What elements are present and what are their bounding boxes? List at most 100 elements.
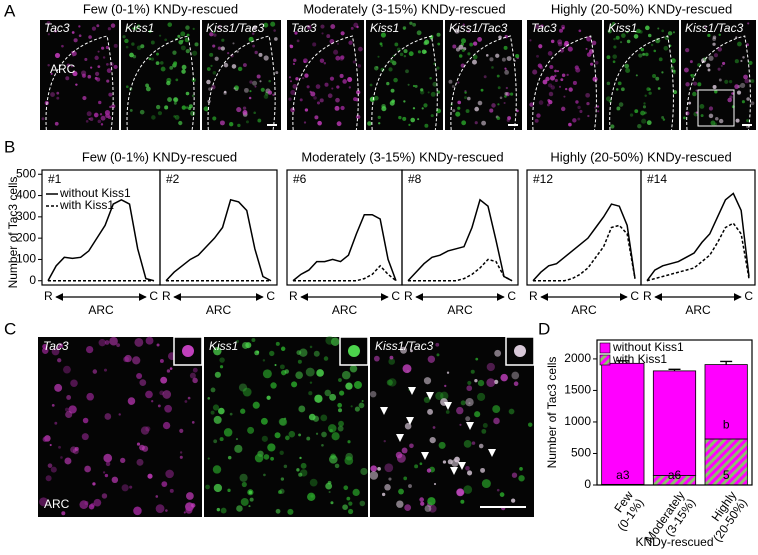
cell <box>352 60 356 64</box>
cell <box>330 337 340 346</box>
cell <box>456 406 464 415</box>
cell <box>467 380 472 385</box>
cell <box>303 58 308 64</box>
cell <box>331 87 334 90</box>
arc-outline <box>532 35 597 131</box>
cell <box>189 372 196 379</box>
cell <box>688 101 692 105</box>
cell <box>379 42 383 46</box>
cell <box>637 124 642 129</box>
cell <box>298 433 302 437</box>
cell <box>564 87 568 91</box>
cell <box>568 122 572 127</box>
cell <box>421 107 424 110</box>
cell <box>529 102 534 107</box>
cell <box>529 39 532 42</box>
cell <box>689 60 693 64</box>
cell <box>269 350 275 357</box>
cell <box>454 456 460 463</box>
inset-cell <box>514 345 526 357</box>
cell <box>54 29 57 33</box>
cell <box>708 106 714 111</box>
cell <box>64 407 69 412</box>
cell <box>408 51 414 57</box>
cell <box>78 25 81 28</box>
cell <box>452 44 457 49</box>
chart-title: #14 <box>647 172 667 186</box>
cell <box>104 473 109 478</box>
cell <box>557 39 563 45</box>
cell <box>378 122 381 125</box>
cell <box>161 481 168 488</box>
bar-label: a6 <box>668 468 682 482</box>
cell <box>236 505 243 512</box>
cell <box>735 36 738 39</box>
cell <box>234 444 243 453</box>
cell <box>303 121 307 124</box>
arrowhead <box>450 467 458 475</box>
cell <box>505 86 509 90</box>
cell <box>389 100 395 106</box>
cell <box>384 463 394 473</box>
cell <box>561 26 565 30</box>
cell <box>574 65 579 70</box>
cell <box>180 31 186 37</box>
cell <box>486 378 496 387</box>
cell <box>402 364 412 374</box>
cell <box>274 432 281 439</box>
y-tick-label: 1000 <box>564 414 591 428</box>
x-start-label: R <box>643 289 652 303</box>
cell <box>169 65 174 70</box>
cell <box>310 494 314 498</box>
cell <box>417 118 420 121</box>
cell <box>728 80 733 84</box>
cell <box>51 403 55 407</box>
cell <box>612 54 617 59</box>
cell <box>97 50 100 53</box>
cell <box>131 42 135 46</box>
cell <box>429 76 432 80</box>
cell <box>585 92 591 98</box>
cell <box>661 29 665 33</box>
cell <box>270 456 274 461</box>
cell <box>274 37 278 41</box>
cell <box>718 78 722 82</box>
cell <box>319 58 325 63</box>
cell <box>164 404 172 413</box>
cell <box>208 87 212 91</box>
cell <box>217 46 222 50</box>
image-label: Kiss1 <box>608 21 637 35</box>
cell <box>646 87 651 91</box>
cell <box>554 74 557 78</box>
cell <box>446 371 450 374</box>
cell <box>216 507 221 512</box>
cell <box>692 81 698 86</box>
cell <box>619 41 623 44</box>
cell <box>263 94 269 99</box>
cell <box>432 81 438 87</box>
cell <box>713 53 718 58</box>
cell <box>467 29 471 33</box>
cell <box>672 31 675 34</box>
cell <box>336 121 342 127</box>
cell <box>386 379 393 386</box>
cell <box>88 117 91 120</box>
cell <box>290 89 296 96</box>
cell <box>493 417 500 425</box>
chart-title: #8 <box>408 172 422 186</box>
cell <box>169 367 173 370</box>
cell <box>284 369 289 374</box>
cell <box>212 70 217 75</box>
cell <box>256 74 261 79</box>
cell <box>448 79 453 84</box>
cell <box>51 347 60 356</box>
cell <box>394 42 399 47</box>
y-axis-label: Number of Tac3 cells <box>6 177 20 289</box>
legend-swatch <box>599 354 611 366</box>
cell <box>596 105 600 108</box>
cell <box>82 95 87 101</box>
cell <box>145 83 150 88</box>
cell <box>370 465 377 472</box>
inset-cell <box>182 345 194 357</box>
cell <box>270 382 277 389</box>
